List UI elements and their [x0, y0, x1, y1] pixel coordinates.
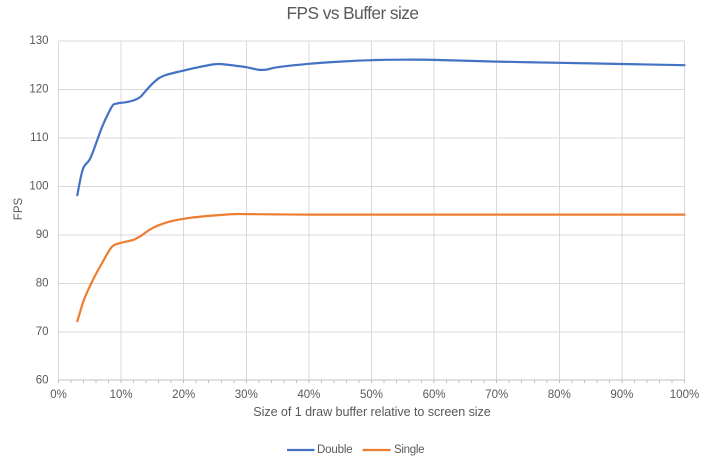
svg-text:100%: 100%: [670, 389, 699, 401]
svg-text:70%: 70%: [485, 389, 508, 401]
svg-text:20%: 20%: [172, 389, 195, 401]
svg-text:100: 100: [29, 180, 48, 192]
svg-text:80%: 80%: [548, 389, 571, 401]
svg-text:90: 90: [36, 229, 49, 241]
svg-text:130: 130: [29, 35, 48, 47]
svg-text:70: 70: [36, 326, 49, 338]
svg-text:110: 110: [30, 132, 48, 144]
svg-text:90%: 90%: [610, 389, 633, 401]
svg-text:60: 60: [36, 374, 49, 386]
svg-text:Single: Single: [394, 444, 424, 456]
svg-text:10%: 10%: [110, 389, 133, 401]
svg-text:60%: 60%: [423, 389, 446, 401]
svg-text:0%: 0%: [50, 389, 67, 401]
svg-text:Size of 1 draw buffer relative: Size of 1 draw buffer relative to screen…: [253, 405, 490, 419]
svg-text:40%: 40%: [297, 389, 320, 401]
svg-text:FPS: FPS: [13, 197, 25, 220]
svg-text:80: 80: [36, 277, 49, 289]
svg-text:120: 120: [29, 83, 48, 95]
svg-text:50%: 50%: [360, 389, 383, 401]
svg-text:FPS vs Buffer size: FPS vs Buffer size: [287, 3, 419, 23]
svg-text:30%: 30%: [235, 389, 258, 401]
svg-text:Double: Double: [317, 444, 353, 456]
